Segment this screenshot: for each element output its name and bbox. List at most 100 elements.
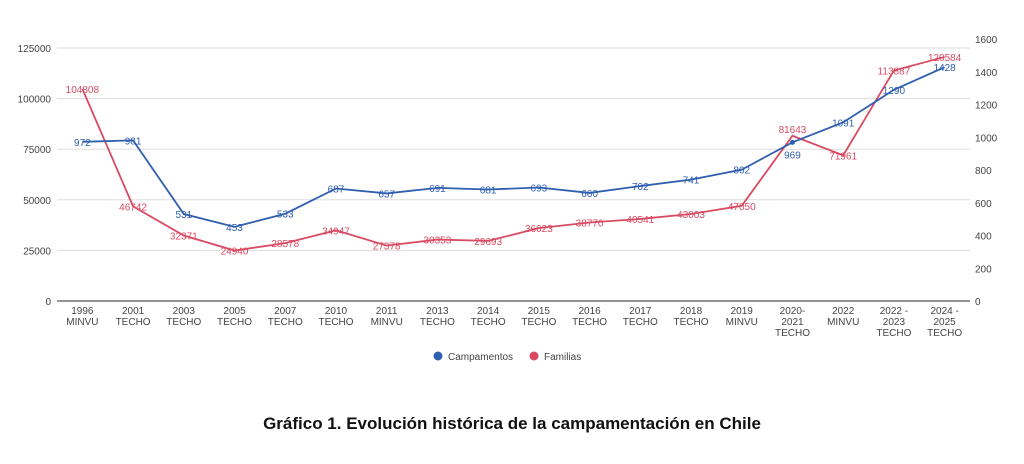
x-axis-tick: 2017 TECHO — [623, 306, 658, 328]
x-axis-tick: 2011 MINVU — [371, 306, 403, 328]
data-label: 24940 — [221, 247, 249, 258]
right-axis-tick: 0 — [975, 297, 981, 308]
x-axis-tick-line: 2003 — [173, 306, 196, 317]
x-axis-tick: 2001 TECHO — [116, 306, 151, 328]
x-axis-tick-line: TECHO — [876, 328, 911, 339]
x-axis-tick: 2019 MINVU — [726, 306, 758, 328]
data-label: 531 — [175, 210, 192, 221]
right-axis-tick: 200 — [975, 264, 992, 275]
x-axis-tick-line: 2016 — [578, 306, 601, 317]
data-label: 81643 — [779, 125, 807, 136]
x-axis-tick-line: 2025 — [934, 317, 957, 328]
x-axis-tick-line: TECHO — [471, 317, 506, 328]
data-label: 687 — [328, 185, 345, 196]
data-label: 660 — [581, 189, 598, 200]
data-label: 453 — [226, 223, 243, 234]
x-axis-tick-line: TECHO — [268, 317, 303, 328]
x-axis-tick-line: 2024 - — [930, 306, 958, 317]
x-axis-tick: 2013 TECHO — [420, 306, 455, 328]
legend-item: Familias — [529, 351, 581, 363]
x-axis-tick-line: TECHO — [116, 317, 151, 328]
data-label: 43003 — [677, 210, 705, 221]
x-axis-tick: 2003 TECHO — [166, 306, 201, 328]
x-axis-tick-line: MINVU — [66, 317, 98, 328]
data-label: 113887 — [878, 66, 911, 77]
data-label: 40541 — [626, 215, 654, 226]
x-axis-tick-line: TECHO — [166, 317, 201, 328]
x-axis-tick: 2020-2021 TECHO — [775, 306, 810, 339]
x-axis-tick-line: 2011 — [376, 306, 398, 317]
x-axis-tick-line: 2022 - — [880, 306, 908, 317]
x-axis-tick-line: 2020- — [780, 306, 806, 317]
data-label: 38770 — [576, 219, 604, 230]
data-label: 47050 — [728, 202, 756, 213]
x-axis-tick-line: 2022 — [832, 306, 855, 317]
right-axis-tick: 1600 — [975, 35, 998, 46]
legend-label: Campamentos — [448, 352, 513, 363]
x-axis-tick-line: 1996 — [71, 306, 94, 317]
right-axis-tick: 1200 — [975, 101, 998, 112]
series-line-campamentos — [82, 66, 946, 228]
x-axis-tick-line: TECHO — [674, 317, 709, 328]
data-label: 1091 — [832, 118, 855, 129]
left-axis-tick: 75000 — [23, 145, 51, 156]
chart-title: Gráfico 1. Evolución histórica de la cam… — [263, 414, 761, 433]
left-axis-tick: 0 — [45, 297, 51, 308]
legend-marker — [529, 351, 539, 361]
x-axis-tick-line: MINVU — [726, 317, 758, 328]
data-label: 46742 — [119, 202, 147, 213]
data-label: 120584 — [928, 53, 962, 64]
x-axis-tick-line: 2007 — [274, 306, 297, 317]
left-axis-tick: 100000 — [18, 95, 52, 106]
right-axis-tick: 1000 — [975, 133, 998, 144]
right-axis-tick: 400 — [975, 232, 992, 243]
x-axis-tick-line: MINVU — [371, 317, 403, 328]
x-axis-tick-line: TECHO — [217, 317, 252, 328]
x-axis-tick-line: 2013 — [426, 306, 449, 317]
data-label: 32371 — [170, 231, 198, 242]
x-axis-tick-line: TECHO — [775, 328, 810, 339]
x-axis-tick: 2015 TECHO — [521, 306, 556, 328]
right-axis-tick: 800 — [975, 166, 992, 177]
data-label: 28578 — [271, 239, 299, 250]
x-axis-tick-line: TECHO — [420, 317, 455, 328]
x-axis-tick: 2014 TECHO — [471, 306, 506, 328]
x-axis-tick-line: 2017 — [629, 306, 652, 317]
data-label: 1428 — [934, 63, 957, 74]
x-axis-tick-line: 2021 — [781, 317, 804, 328]
x-axis-tick: 1996 MINVU — [66, 306, 98, 328]
x-axis-tick-line: 2023 — [883, 317, 906, 328]
data-label: 657 — [378, 189, 395, 200]
x-axis-tick-line: TECHO — [927, 328, 962, 339]
x-axis-tick-line: MINVU — [827, 317, 859, 328]
data-label: 1290 — [883, 86, 906, 97]
data-label: 104808 — [66, 85, 100, 96]
data-label: 27378 — [373, 242, 401, 253]
left-axis-tick: 50000 — [23, 196, 51, 207]
x-axis-tick-line: 2018 — [680, 306, 703, 317]
x-axis-tick-line: TECHO — [572, 317, 607, 328]
x-axis-tick: 2024 -2025 TECHO — [927, 306, 962, 339]
x-axis-tick-line: TECHO — [318, 317, 353, 328]
legend-label: Familias — [544, 352, 581, 363]
x-axis-tick-line: 2005 — [223, 306, 246, 317]
x-axis-tick-line: TECHO — [623, 317, 658, 328]
x-axis-tick: 2022 MINVU — [827, 306, 859, 328]
x-axis-tick: 2005 TECHO — [217, 306, 252, 328]
data-label: 691 — [429, 184, 446, 195]
data-label: 693 — [531, 184, 548, 195]
x-axis-tick-line: 2010 — [325, 306, 348, 317]
data-label: 30353 — [424, 236, 452, 247]
data-label: 533 — [277, 210, 294, 221]
data-label: 972 — [74, 138, 91, 149]
data-point — [789, 139, 795, 145]
right-axis-tick: 600 — [975, 199, 992, 210]
data-label: 29693 — [474, 237, 502, 248]
legend-marker — [433, 351, 443, 361]
data-label: 702 — [632, 182, 649, 193]
x-axis-tick-line: 2015 — [528, 306, 551, 317]
x-axis-tick-line: 2019 — [731, 306, 754, 317]
data-label: 741 — [683, 176, 700, 187]
x-axis-tick-line: TECHO — [521, 317, 556, 328]
